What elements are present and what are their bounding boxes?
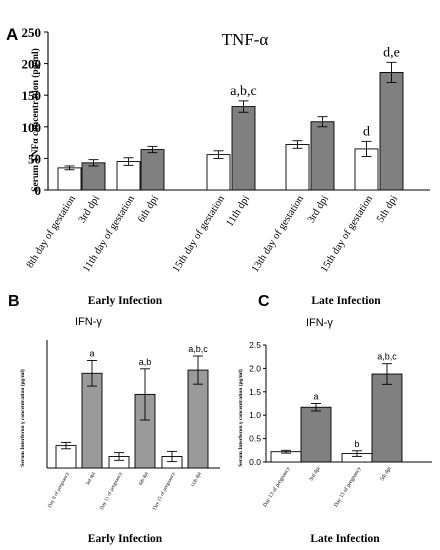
panel-b-tick-label-5: 11th dpi xyxy=(191,471,203,488)
panel-b-tick-label-1: 3rd dpi xyxy=(86,471,97,487)
panel-a-tick-label-0-0: 8th day of gestation xyxy=(25,193,79,270)
panel-c-tick-label-2: Day 15 of pregnancy xyxy=(332,465,363,508)
panel-b-letter: B xyxy=(8,293,20,310)
panel-c-tick-label-0: Day 13 of pregnancy xyxy=(261,465,292,508)
panel-b-subtitle: IFN-γ xyxy=(75,316,102,328)
panel-a-bar-1-1 xyxy=(310,121,335,191)
panel-c-ytick-label-2: 1.0 xyxy=(249,410,261,420)
panel-a-letter: A xyxy=(6,25,18,44)
panel-c-subtitle: IFN-γ xyxy=(306,317,333,329)
panel-a-bar-0-3 xyxy=(140,149,165,191)
panel-c-ytick-label-3: 1.5 xyxy=(249,387,261,397)
panel-a-ytick-label-4: 200 xyxy=(22,57,42,72)
panel-a-data-label-1-2: d xyxy=(363,124,370,139)
panel-b-xlabel: Early Infection xyxy=(88,533,163,545)
panel-a-data-label-1-3: d,e xyxy=(383,45,400,60)
panel-a-tick-label-0-1: 3rd dpi xyxy=(77,194,102,225)
panel-c-tick-label-1: 3rd dpi xyxy=(308,465,322,482)
panel-a-tick-label-0-3: 6th dpi xyxy=(136,194,161,225)
panel-c-ytick-label-4: 2.0 xyxy=(249,363,261,373)
panel-a-tick-label-0-4: 15th day of gestation xyxy=(171,193,228,274)
panel-a-bar-0-5 xyxy=(231,106,256,191)
panel-a-tick-label-1-1: 3rd dpi xyxy=(306,194,331,225)
panel-c-title: Late Infection xyxy=(311,295,381,307)
panel-b-bar-1 xyxy=(81,372,103,469)
panel-a-data-label-0-5: a,b,c xyxy=(230,84,256,99)
panel-a-tick-label-0-5: 11th dpi xyxy=(225,194,253,229)
panel-c-ytick-label-1: 0.5 xyxy=(249,434,261,444)
panel-b-title: Early Infection xyxy=(88,295,163,307)
panel-b-data-label-1: a xyxy=(89,348,94,358)
panel-c-tick-label-3: 5th dpi xyxy=(379,465,393,482)
panel-c-bar-3 xyxy=(371,373,403,463)
panel-a-bar-0-1 xyxy=(81,162,106,191)
panel-a-bar-0-0 xyxy=(57,167,82,191)
panel-c-ytick-label-0: 0.0 xyxy=(249,457,261,467)
panel-a-ytick-label-0: 0 xyxy=(35,183,42,198)
panel-b-bar-5 xyxy=(187,369,209,469)
panel-b-tick-label-4: Day 15 of pregnancy xyxy=(153,471,177,511)
panel-c-ytick-label-5: 2.5 xyxy=(249,340,261,350)
panel-c-data-label-3: a,b,c xyxy=(377,352,397,362)
panel-c-bar-1 xyxy=(300,406,332,463)
panel-a-ytick-label-1: 50 xyxy=(28,151,41,166)
panel-c-data-label-1: a xyxy=(313,392,318,402)
panel-a-tick-label-1-3: 5th dpi xyxy=(375,194,400,225)
panel-a-tick-label-1-0: 13th day of gestation xyxy=(250,193,307,274)
panel-a-ytick-label-3: 150 xyxy=(22,88,42,103)
panel-b-data-label-3: a,b xyxy=(139,357,152,367)
panel-b-ylabel: Serum Interferon γ concentration (pg/ml) xyxy=(19,369,26,467)
panel-b-data-label-5: a,b,c xyxy=(188,344,208,354)
panel-a-bar-1-0 xyxy=(285,144,310,191)
panel-a-ytick-label-2: 100 xyxy=(22,120,42,135)
panel-a-ytick-label-5: 250 xyxy=(22,25,42,40)
panel-a-bar-1-3 xyxy=(379,71,404,191)
panel-c-ylabel: Serum Interferon γ concentration (pg/ml) xyxy=(237,369,244,467)
panel-c-data-label-2: b xyxy=(354,439,359,449)
panel-a-bar-0-4 xyxy=(206,154,231,191)
panel-a-bar-0-2 xyxy=(116,161,141,191)
panel-c-letter: C xyxy=(258,293,270,310)
panel-b-tick-label-0: Day 8 of pregnancy xyxy=(48,471,71,509)
panel-a-ylabel: Serum TNFα concentration (pg/ml) xyxy=(30,48,41,192)
panel-b-tick-label-2: Day 11 of pregnancy xyxy=(100,471,124,511)
panel-a-title: TNF-α xyxy=(222,30,269,49)
panel-c-xlabel: Late Infection xyxy=(310,533,380,545)
panel-b-tick-label-3: 6th dpi xyxy=(139,471,150,486)
